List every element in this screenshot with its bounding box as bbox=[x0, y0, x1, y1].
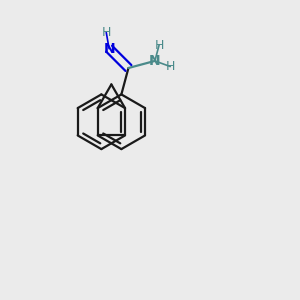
Text: N: N bbox=[103, 42, 115, 56]
Text: H: H bbox=[154, 39, 164, 52]
Text: N: N bbox=[149, 54, 161, 68]
Text: H: H bbox=[102, 26, 111, 39]
Text: H: H bbox=[166, 60, 175, 73]
